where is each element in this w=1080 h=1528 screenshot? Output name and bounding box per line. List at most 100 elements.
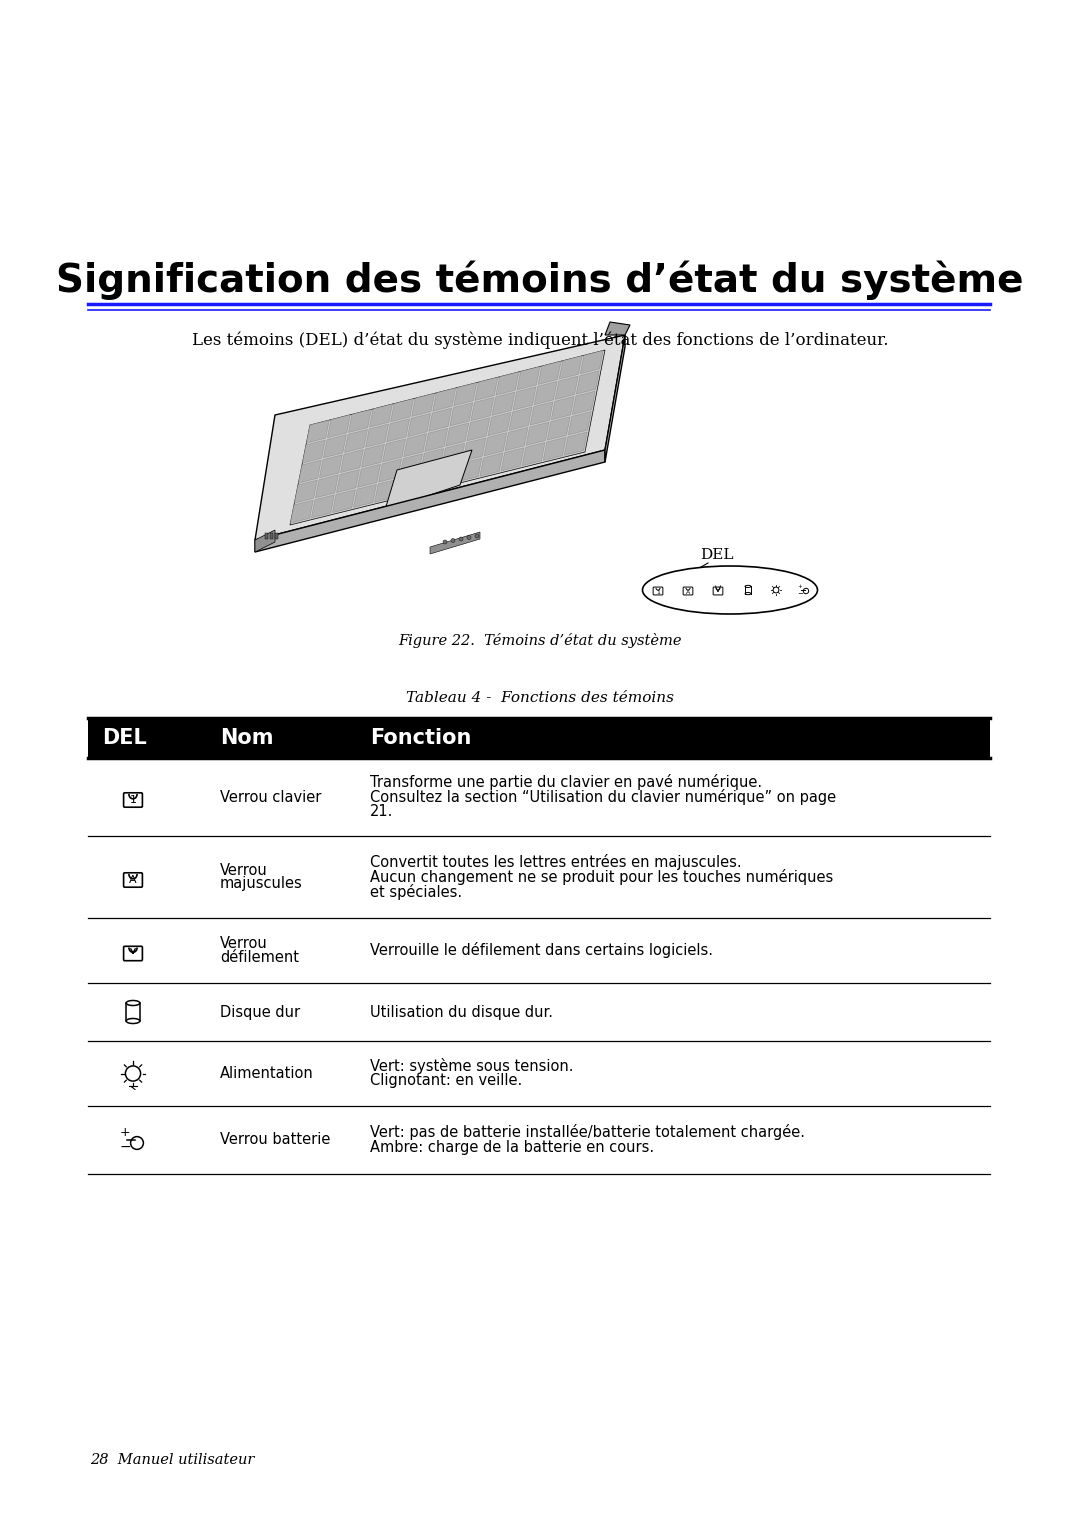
Polygon shape	[366, 425, 389, 448]
Polygon shape	[446, 423, 469, 446]
Text: DEL: DEL	[700, 549, 733, 562]
Polygon shape	[437, 463, 461, 486]
Text: Alimentation: Alimentation	[220, 1067, 314, 1080]
Polygon shape	[375, 480, 397, 503]
Polygon shape	[526, 422, 549, 445]
Bar	[87, 718, 990, 758]
Text: Convertit toutes les lettres entrées en majuscules.: Convertit toutes les lettres entrées en …	[370, 854, 742, 869]
Text: −: −	[119, 1140, 131, 1154]
Polygon shape	[475, 377, 498, 400]
Polygon shape	[400, 454, 422, 477]
Polygon shape	[450, 403, 473, 426]
Polygon shape	[577, 371, 599, 394]
Polygon shape	[480, 452, 503, 477]
Polygon shape	[307, 420, 329, 443]
Polygon shape	[454, 382, 476, 405]
Polygon shape	[417, 469, 440, 492]
Polygon shape	[433, 388, 456, 411]
Text: Vert: pas de batterie installée/batterie totalement chargée.: Vert: pas de batterie installée/batterie…	[370, 1125, 805, 1140]
Polygon shape	[530, 402, 553, 425]
Polygon shape	[513, 387, 536, 410]
Polygon shape	[369, 403, 392, 426]
Polygon shape	[509, 406, 531, 431]
Polygon shape	[382, 439, 405, 461]
Polygon shape	[320, 455, 342, 478]
Text: Ambre: charge de la batterie en cours.: Ambre: charge de la batterie en cours.	[370, 1140, 654, 1155]
Polygon shape	[543, 437, 566, 460]
Text: 21.: 21.	[370, 805, 393, 819]
Polygon shape	[345, 429, 367, 452]
Text: Verrouille le défilement dans certains logiciels.: Verrouille le défilement dans certains l…	[370, 943, 713, 958]
Polygon shape	[333, 490, 355, 512]
Text: −: −	[797, 591, 802, 597]
Bar	[270, 533, 273, 539]
Text: Verrou batterie: Verrou batterie	[220, 1132, 330, 1148]
Polygon shape	[559, 356, 582, 379]
Text: 1: 1	[656, 590, 660, 596]
Polygon shape	[429, 408, 451, 431]
Text: Verrou clavier: Verrou clavier	[220, 790, 322, 805]
Polygon shape	[580, 350, 603, 374]
Polygon shape	[337, 469, 360, 492]
Polygon shape	[387, 419, 409, 442]
Polygon shape	[548, 417, 570, 440]
Text: majuscules: majuscules	[220, 876, 302, 891]
Polygon shape	[568, 411, 591, 435]
Polygon shape	[255, 530, 275, 552]
Bar	[265, 533, 268, 539]
Polygon shape	[327, 414, 350, 437]
Polygon shape	[411, 393, 434, 416]
Polygon shape	[395, 474, 419, 497]
Polygon shape	[605, 322, 630, 335]
Polygon shape	[340, 449, 363, 472]
Polygon shape	[408, 414, 431, 437]
Polygon shape	[463, 439, 486, 461]
Polygon shape	[605, 335, 625, 461]
Polygon shape	[488, 413, 511, 435]
Polygon shape	[496, 371, 518, 396]
Polygon shape	[404, 434, 427, 457]
Text: Transforme une partie du clavier en pavé numérique.: Transforme une partie du clavier en pavé…	[370, 775, 762, 790]
Text: Verrou: Verrou	[220, 937, 268, 952]
Polygon shape	[467, 417, 489, 440]
Polygon shape	[538, 361, 561, 385]
Text: A: A	[130, 876, 137, 885]
Text: Verrou: Verrou	[220, 863, 268, 879]
Text: Aucun changement ne se produit pour les touches numériques: Aucun changement ne se produit pour les …	[370, 869, 834, 885]
Polygon shape	[324, 435, 347, 458]
Polygon shape	[379, 458, 402, 481]
Text: +: +	[798, 584, 802, 588]
Polygon shape	[291, 350, 605, 526]
Polygon shape	[302, 440, 325, 463]
Text: Signification des témoins d’état du système: Signification des témoins d’état du syst…	[56, 260, 1024, 299]
Circle shape	[459, 536, 463, 541]
Polygon shape	[572, 391, 595, 414]
Polygon shape	[353, 484, 377, 507]
Polygon shape	[517, 367, 540, 390]
Text: 28  Manuel utilisateur: 28 Manuel utilisateur	[90, 1453, 255, 1467]
Text: Figure 22.  Témoins d’état du système: Figure 22. Témoins d’état du système	[399, 633, 681, 648]
Text: DEL: DEL	[102, 727, 147, 749]
Polygon shape	[501, 448, 524, 471]
Polygon shape	[255, 335, 625, 539]
Polygon shape	[391, 399, 414, 422]
Polygon shape	[255, 451, 605, 552]
Polygon shape	[492, 393, 515, 416]
Text: Clignotant: en veille.: Clignotant: en veille.	[370, 1074, 523, 1088]
Circle shape	[443, 539, 447, 544]
Text: Vert: système sous tension.: Vert: système sous tension.	[370, 1057, 573, 1074]
Ellipse shape	[643, 565, 818, 614]
Text: Nom: Nom	[220, 727, 273, 749]
Text: 1: 1	[130, 795, 136, 805]
Polygon shape	[349, 410, 372, 432]
Polygon shape	[442, 443, 464, 466]
Circle shape	[475, 533, 480, 538]
Polygon shape	[421, 449, 444, 472]
Polygon shape	[555, 376, 578, 399]
Text: Fonction: Fonction	[370, 727, 471, 749]
Text: défilement: défilement	[220, 949, 299, 964]
Polygon shape	[430, 532, 480, 555]
Polygon shape	[315, 475, 338, 498]
Polygon shape	[424, 428, 447, 451]
Text: A: A	[686, 590, 690, 596]
